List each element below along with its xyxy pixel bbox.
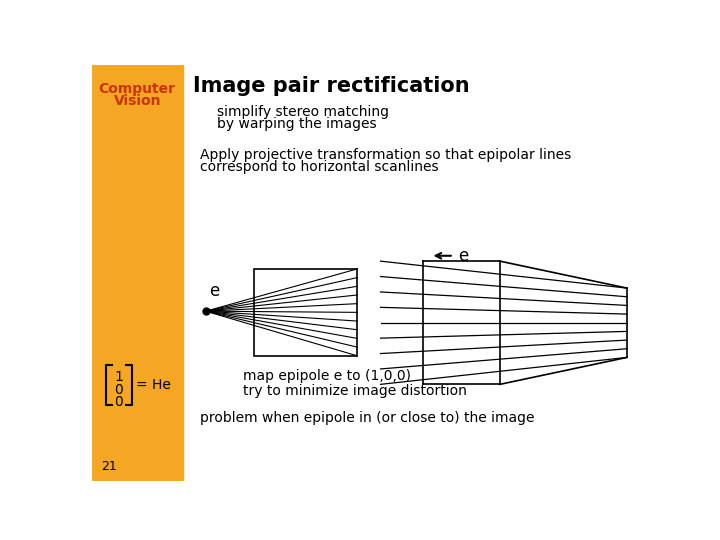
Text: 1: 1 <box>114 370 123 384</box>
Bar <box>92 65 183 481</box>
Text: correspond to horizontal scanlines: correspond to horizontal scanlines <box>199 160 438 174</box>
Text: 0: 0 <box>114 383 123 397</box>
Text: simplify stereo matching: simplify stereo matching <box>217 105 389 119</box>
Text: Computer: Computer <box>99 82 176 96</box>
Text: Image pair rectification: Image pair rectification <box>194 76 470 96</box>
Text: e: e <box>210 282 220 300</box>
Text: Vision: Vision <box>114 94 161 108</box>
Text: = He: = He <box>137 378 171 392</box>
Text: problem when epipole in (or close to) the image: problem when epipole in (or close to) th… <box>199 411 534 426</box>
Bar <box>253 269 357 356</box>
Text: 21: 21 <box>101 460 117 473</box>
Text: map epipole e to (1,0,0): map epipole e to (1,0,0) <box>243 369 412 383</box>
Text: e: e <box>459 247 469 265</box>
Text: Apply projective transformation so that epipolar lines: Apply projective transformation so that … <box>199 148 571 162</box>
Text: try to minimize image distortion: try to minimize image distortion <box>243 383 467 397</box>
Text: 0: 0 <box>114 395 123 409</box>
Text: by warping the images: by warping the images <box>217 117 376 131</box>
